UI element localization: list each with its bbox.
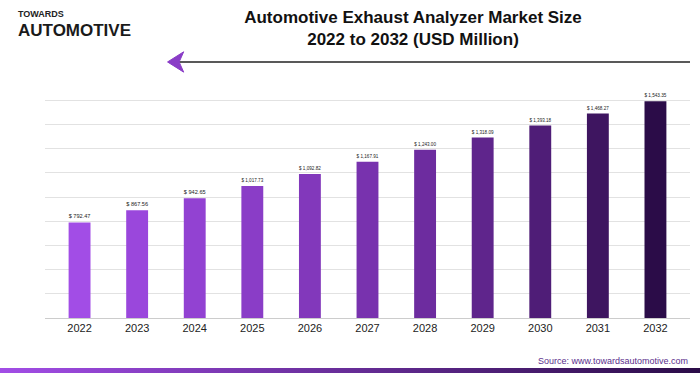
svg-text:$ 1,393.18: $ 1,393.18 <box>529 118 551 123</box>
svg-text:$ 1,543.35: $ 1,543.35 <box>645 93 667 98</box>
svg-text:$ 792.47: $ 792.47 <box>69 213 91 219</box>
svg-text:$ 867.56: $ 867.56 <box>126 201 148 207</box>
svg-text:$ 1,318.09: $ 1,318.09 <box>472 130 494 135</box>
svg-text:2032: 2032 <box>643 322 667 334</box>
svg-text:2029: 2029 <box>470 322 494 334</box>
svg-text:$ 1,243.00: $ 1,243.00 <box>414 142 436 147</box>
svg-text:$ 1,468.27: $ 1,468.27 <box>587 106 609 111</box>
svg-text:$ 942.65: $ 942.65 <box>184 189 206 195</box>
svg-text:2028: 2028 <box>413 322 437 334</box>
svg-text:2022: 2022 <box>67 322 91 334</box>
svg-text:$ 1,092.82: $ 1,092.82 <box>299 166 321 171</box>
svg-text:2027: 2027 <box>355 322 379 334</box>
svg-text:Source: www.towardsautomotive.: Source: www.towardsautomotive.com <box>538 356 688 366</box>
svg-text:Automotive Exhaust Analyzer Ma: Automotive Exhaust Analyzer Market Size2… <box>244 8 582 49</box>
svg-text:$ 1,167.91: $ 1,167.91 <box>357 154 379 159</box>
svg-text:2024: 2024 <box>182 322 206 334</box>
svg-text:2026: 2026 <box>298 322 322 334</box>
svg-text:AUTOMOTIVE: AUTOMOTIVE <box>18 21 131 40</box>
svg-text:2025: 2025 <box>240 322 264 334</box>
svg-text:TOWARDS: TOWARDS <box>18 9 64 19</box>
svg-text:2023: 2023 <box>125 322 149 334</box>
svg-text:$ 1,017.73: $ 1,017.73 <box>241 178 263 183</box>
svg-text:2031: 2031 <box>586 322 610 334</box>
svg-text:2030: 2030 <box>528 322 552 334</box>
